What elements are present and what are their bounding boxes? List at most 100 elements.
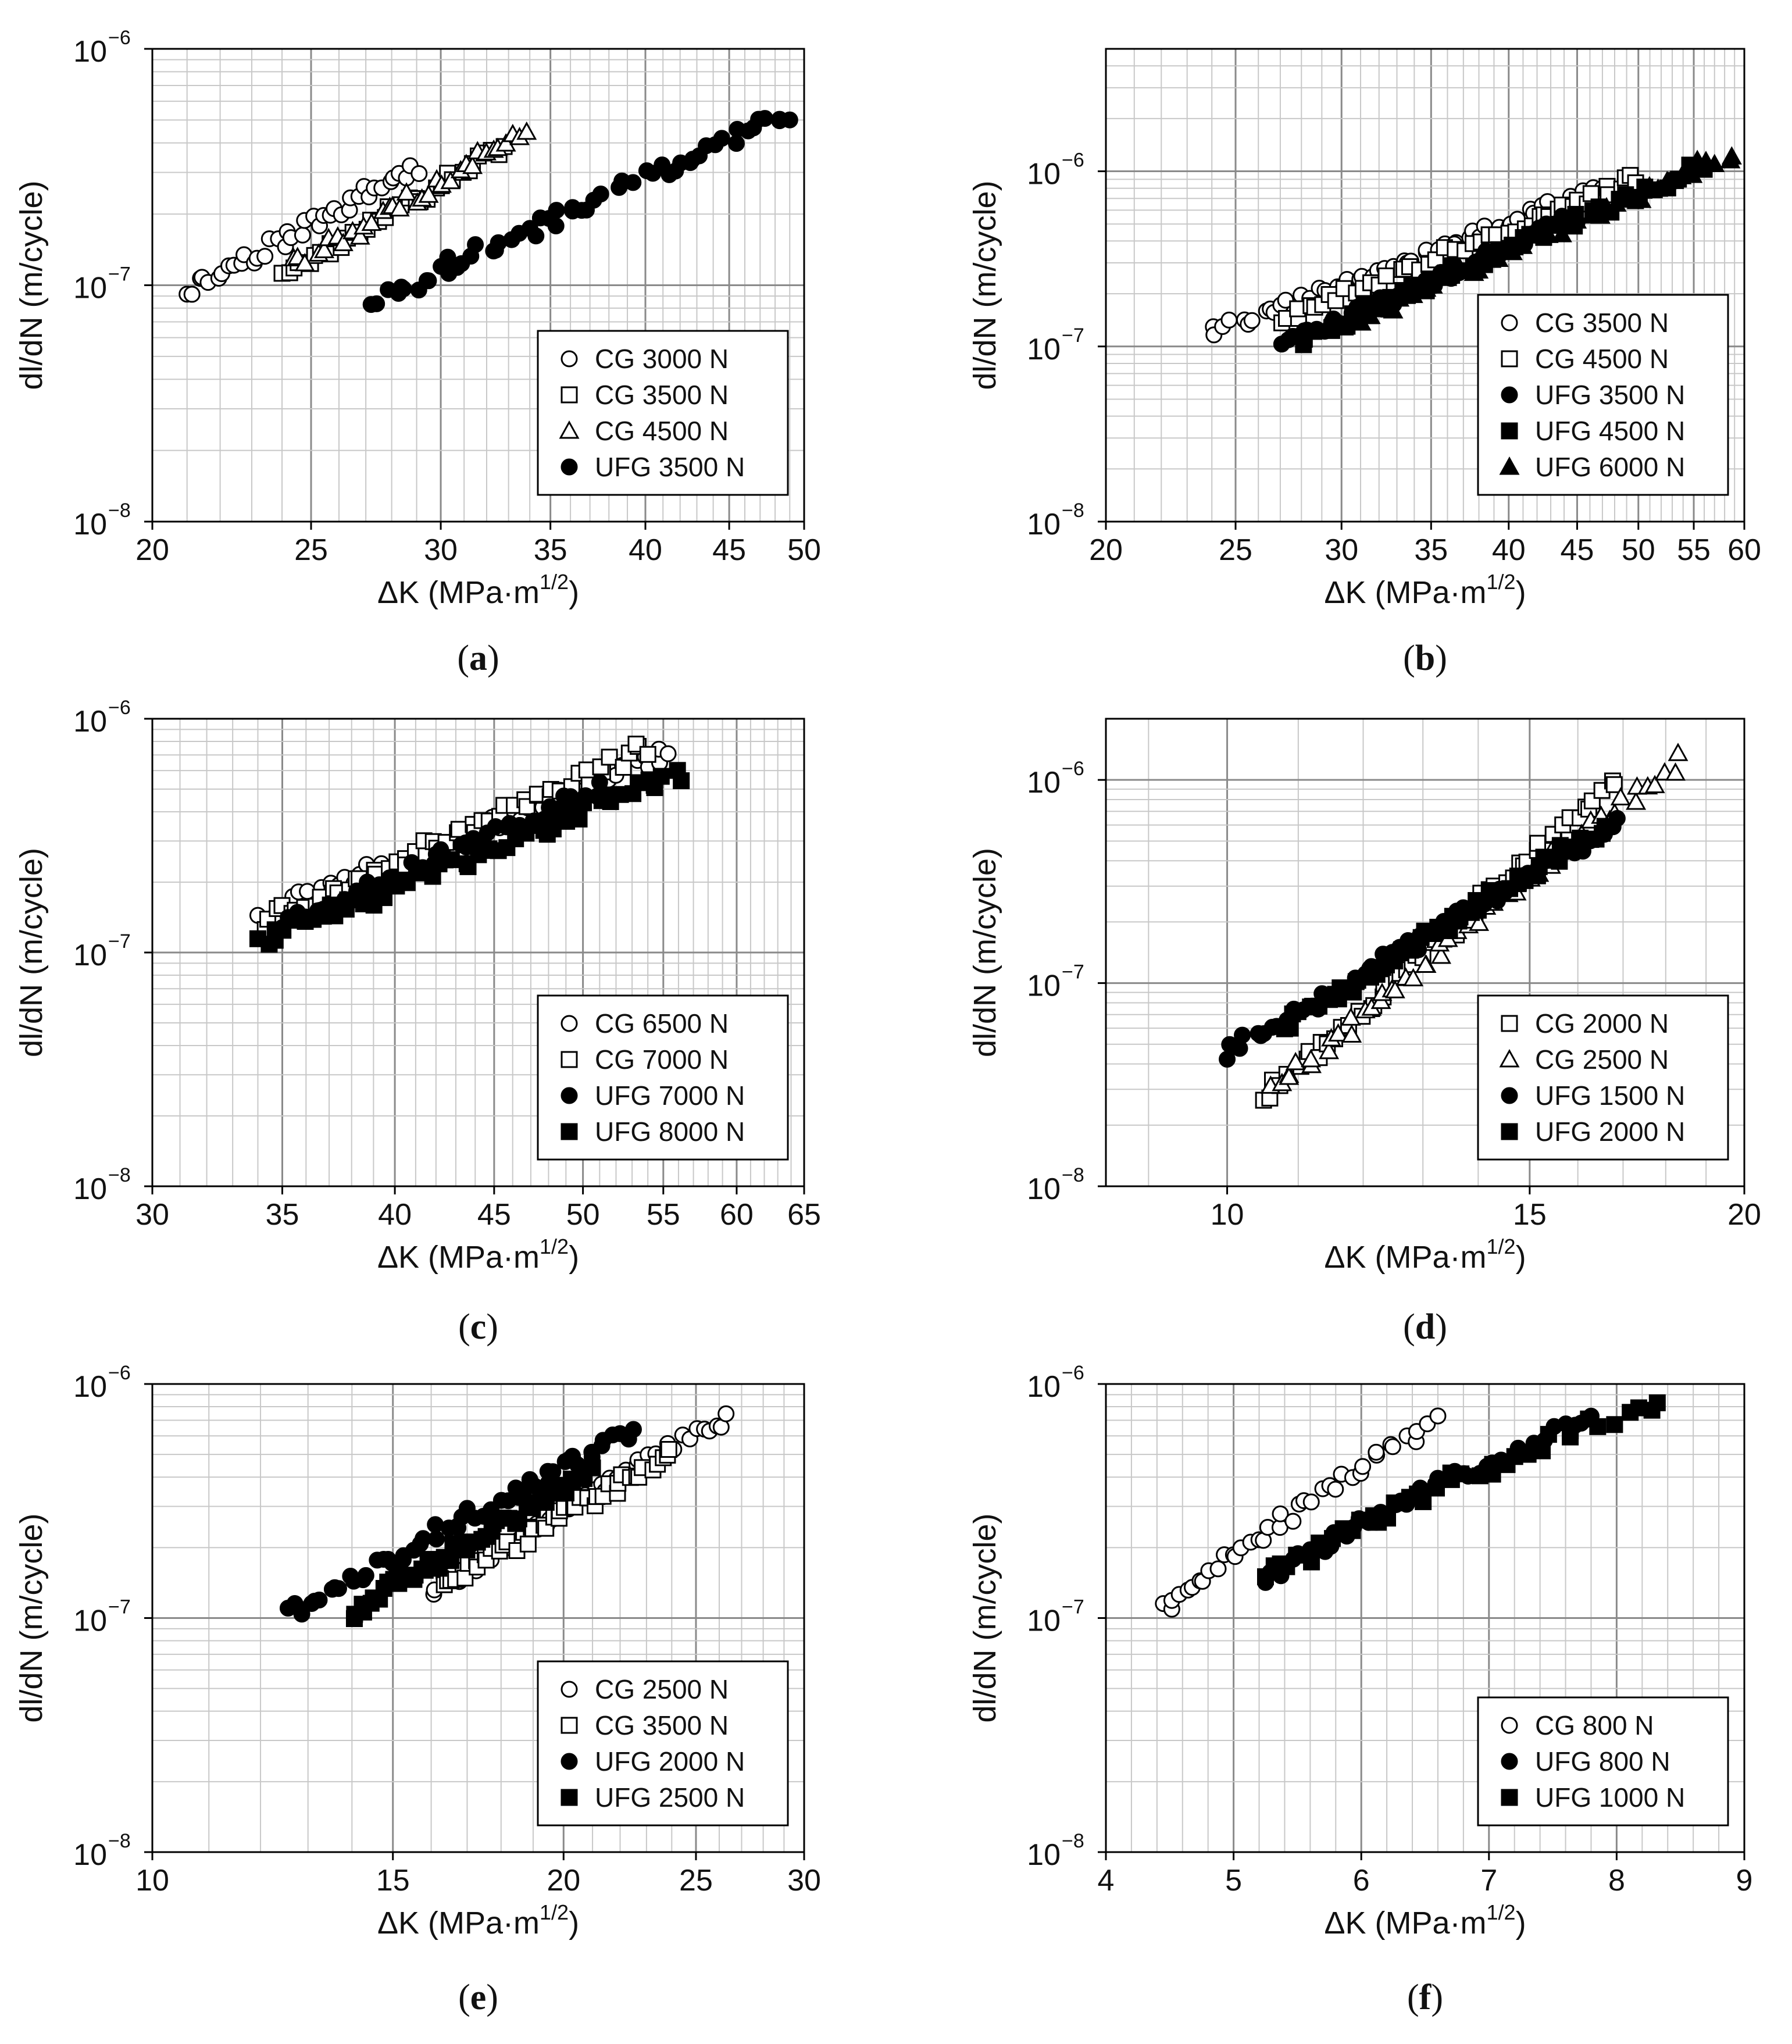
data-point — [1631, 190, 1652, 208]
caption-paren: ) — [486, 1307, 498, 1347]
data-point — [310, 1591, 328, 1608]
data-point — [389, 198, 410, 217]
data-point — [1415, 1493, 1432, 1510]
y-tick-exponent: −8 — [108, 1164, 131, 1186]
x-tick-label: 45 — [712, 533, 746, 567]
data-point — [1529, 834, 1547, 852]
data-point — [1279, 1066, 1300, 1085]
x-axis-label: ΔK (MPa·m1/2) — [1324, 1900, 1526, 1940]
panel-caption: (f) — [1407, 1978, 1443, 2017]
x-tick-label: 20 — [547, 1864, 580, 1897]
legend-box — [537, 1660, 789, 1827]
data-point — [1354, 1458, 1372, 1475]
legend-box — [537, 330, 789, 496]
data-point — [1415, 954, 1436, 973]
x-axis-label-end: ) — [569, 1240, 579, 1275]
data-point — [1302, 1493, 1320, 1511]
data-point — [1626, 791, 1647, 810]
data-point — [1384, 1438, 1401, 1456]
y-tick-label: 10 — [73, 1838, 107, 1872]
data-point — [1243, 312, 1261, 329]
data-point — [294, 226, 311, 244]
x-axis-label: ΔK (MPa·m1/2) — [377, 1235, 579, 1275]
data-points — [249, 736, 690, 953]
series-ufg-8000-n — [249, 762, 690, 953]
panel-caption: (d) — [1403, 1307, 1447, 1347]
data-point — [1303, 1553, 1320, 1571]
x-axis-label: ΔK (MPa·m1/2) — [1324, 1235, 1526, 1275]
x-axis-label-main: ΔK (MPa·m — [1324, 1906, 1486, 1940]
legend-marker — [1501, 1123, 1518, 1140]
y-tick-label: 10 — [1027, 508, 1061, 541]
y-tick-label: 10 — [1027, 158, 1061, 191]
data-point — [1383, 300, 1404, 319]
data-point — [409, 861, 426, 879]
legend: CG 3000 N CG 3500 N CG 4500 N UFG 3500 N — [537, 330, 789, 496]
caption-letter: f — [1419, 1978, 1432, 2017]
data-point — [544, 821, 562, 838]
data-point — [349, 226, 370, 245]
x-tick-label: 20 — [1727, 1198, 1761, 1232]
x-axis-label-sup: 1/2 — [1487, 1235, 1516, 1258]
data-point — [547, 217, 565, 235]
legend-marker — [561, 1087, 578, 1104]
y-tick-label: 10 — [73, 1370, 107, 1404]
x-tick-label: 5 — [1225, 1864, 1242, 1897]
caption-paren: ( — [458, 1978, 470, 2017]
legend-marker — [561, 1681, 578, 1698]
y-tick-exponent: −6 — [108, 697, 131, 719]
x-axis-label-end: ) — [569, 1906, 579, 1940]
caption-paren: ( — [1407, 1978, 1419, 2017]
caption-paren: ) — [1435, 638, 1447, 678]
legend-label: CG 2500 N — [595, 1674, 729, 1704]
legend-marker — [1501, 1717, 1518, 1734]
legend-label: CG 4500 N — [1535, 344, 1669, 374]
y-tick-exponent: −7 — [108, 930, 131, 953]
x-tick-label: 25 — [1219, 533, 1252, 567]
data-points — [279, 1405, 735, 1627]
legend-marker — [1501, 386, 1518, 404]
data-point — [339, 891, 356, 908]
x-axis-label-sup: 1/2 — [1487, 570, 1516, 594]
data-point — [1512, 236, 1533, 254]
legend: CG 3500 N CG 4500 N UFG 3500 N UFG 4500 N UF… — [1477, 294, 1729, 496]
x-tick-label: 30 — [424, 533, 458, 567]
y-tick-label: 10 — [1027, 1172, 1061, 1206]
series-ufg-2000-n — [1276, 818, 1613, 1037]
data-point — [1384, 980, 1405, 998]
x-axis-label-sup: 1/2 — [540, 570, 569, 594]
y-tick-exponent: −6 — [1062, 1362, 1084, 1384]
y-tick-exponent: −7 — [1062, 1596, 1084, 1618]
data-point — [427, 1531, 445, 1548]
data-point — [1596, 818, 1613, 835]
y-tick-label: 10 — [1027, 1604, 1061, 1638]
y-tick-exponent: −6 — [1062, 758, 1084, 780]
caption-paren: ( — [1403, 1307, 1415, 1347]
x-axis-label-end: ) — [1516, 575, 1526, 610]
legend-marker — [1501, 1789, 1518, 1806]
legend-box — [537, 994, 789, 1161]
y-tick-label: 10 — [73, 508, 107, 541]
data-point — [322, 896, 339, 914]
data-points — [1155, 1394, 1666, 1618]
data-point — [1219, 1050, 1236, 1068]
data-points — [179, 110, 798, 313]
data-point — [1704, 154, 1725, 173]
data-point — [659, 745, 677, 762]
legend-marker — [561, 350, 578, 368]
data-point — [410, 165, 428, 183]
x-tick-label: 40 — [1492, 533, 1526, 567]
series-ufg-1000-n — [1257, 1394, 1666, 1585]
data-point — [1403, 968, 1424, 987]
legend-label: UFG 4500 N — [1535, 416, 1685, 446]
panel-caption: (b) — [1403, 638, 1447, 678]
data-point — [183, 286, 201, 303]
data-point — [1450, 258, 1471, 277]
x-tick-label: 50 — [787, 533, 821, 567]
legend-label: CG 7000 N — [595, 1044, 729, 1075]
caption-letter: b — [1415, 638, 1435, 678]
data-point — [418, 184, 439, 203]
data-point — [1285, 1051, 1306, 1071]
